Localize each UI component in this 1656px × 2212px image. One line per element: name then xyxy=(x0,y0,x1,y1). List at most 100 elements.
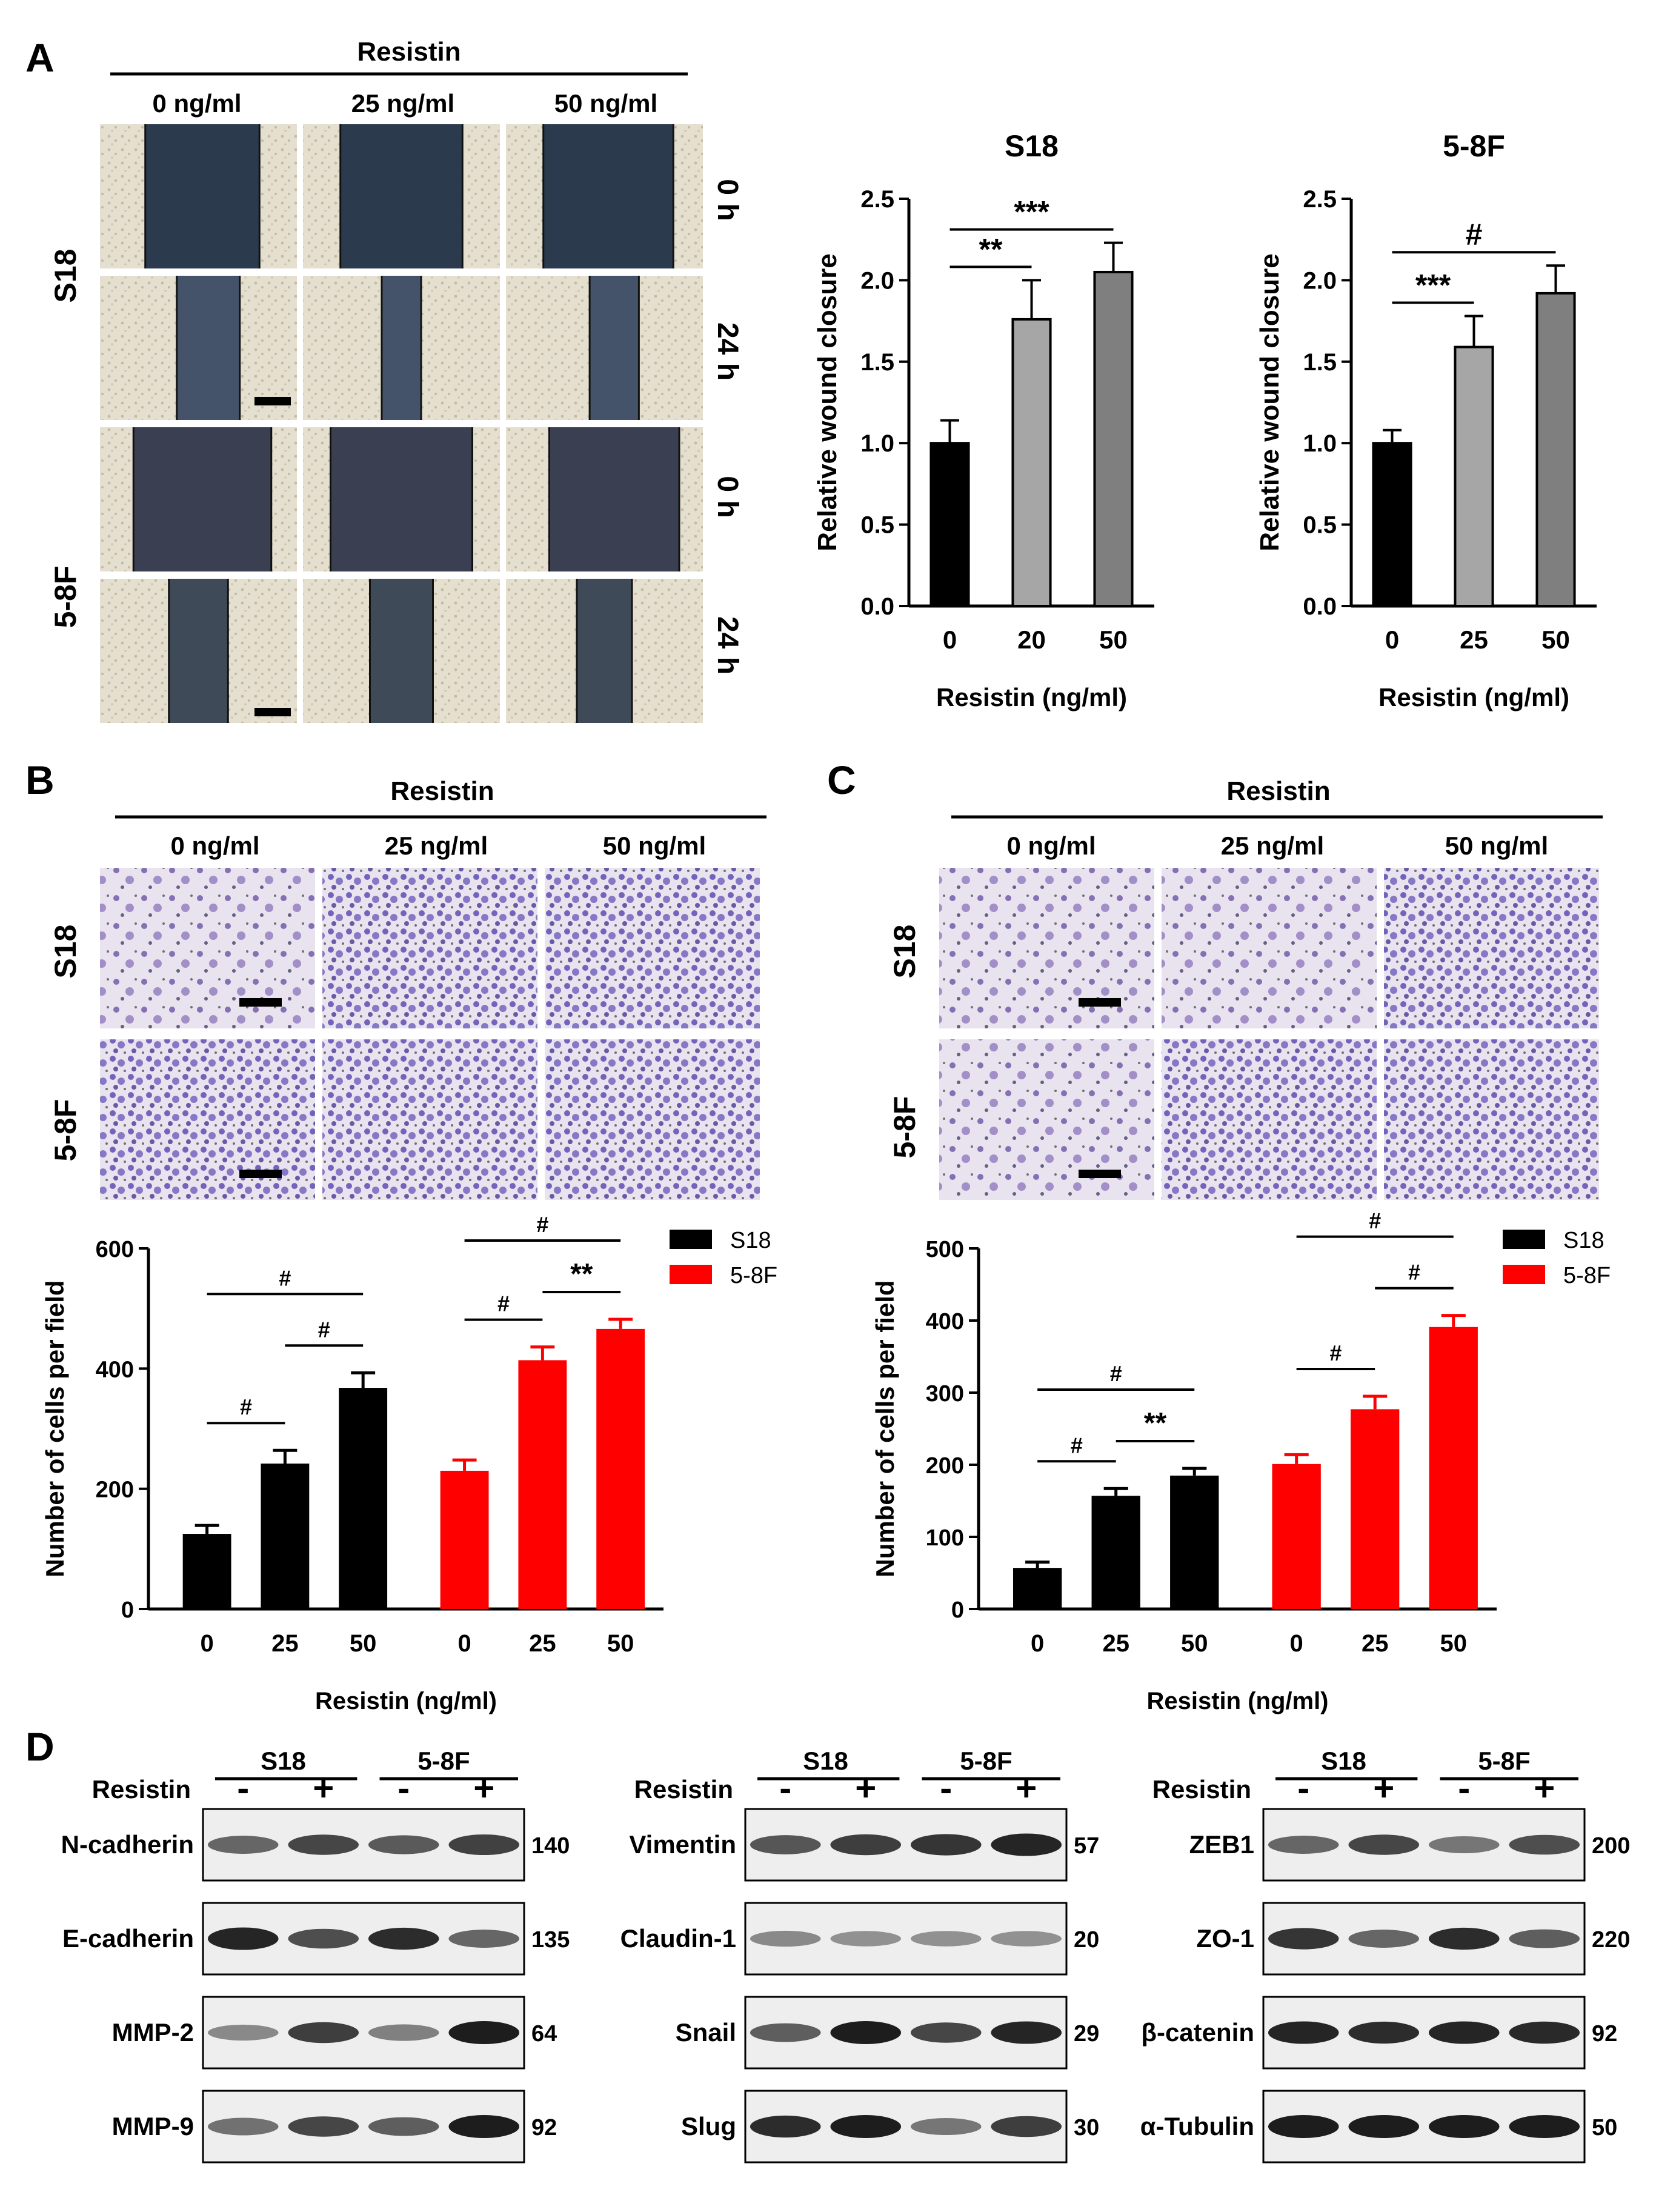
wound-gap xyxy=(330,427,473,571)
blot-treatment-sign: - xyxy=(940,1768,952,1808)
scale-bar xyxy=(239,1170,282,1178)
blot-band xyxy=(448,2021,520,2044)
y-tick-label: 200 xyxy=(96,1477,134,1503)
bar xyxy=(440,1470,489,1609)
blot-band xyxy=(1268,2021,1339,2044)
bar xyxy=(1091,1496,1140,1609)
blot-band xyxy=(1348,1834,1420,1855)
y-tick-label: 0.0 xyxy=(1303,593,1337,620)
bar xyxy=(1272,1464,1321,1609)
bar xyxy=(518,1360,567,1609)
chart-title: S18 xyxy=(1005,129,1059,163)
bar xyxy=(261,1464,310,1609)
blot-band xyxy=(368,1927,439,1950)
x-tick-label: 25 xyxy=(1362,1630,1389,1657)
western-blots: S18 5-8F Resistin - + - + N-cadherin 140 E-cadher… xyxy=(61,1747,1630,2164)
wound-gap xyxy=(549,427,679,571)
stain-image-cells xyxy=(1384,868,1599,1028)
blot-treatment-sign: + xyxy=(313,1768,334,1808)
y-axis-title: Number of cells per field xyxy=(871,1280,899,1577)
significance-label: # xyxy=(536,1212,548,1237)
bar xyxy=(1429,1327,1478,1609)
x-tick-label: 50 xyxy=(607,1630,634,1657)
blot-kda-label: 135 xyxy=(531,1927,570,1953)
scale-bar xyxy=(1079,998,1121,1007)
x-tick-label: 50 xyxy=(1440,1630,1468,1657)
row-label-a-s18: S18 xyxy=(48,249,82,303)
blot-kda-label: 20 xyxy=(1074,1927,1099,1953)
significance-label: ** xyxy=(570,1258,593,1290)
wound-gap xyxy=(133,427,271,571)
blot-cellline-label: S18 xyxy=(1321,1747,1366,1775)
significance-label: # xyxy=(497,1291,510,1316)
blot-cellline-label: 5-8F xyxy=(1478,1747,1530,1775)
blot-protein-label: β-catenin xyxy=(1141,2018,1254,2047)
stain-image-cells xyxy=(1384,1039,1599,1200)
legend-label: 5-8F xyxy=(730,1263,777,1288)
blot-band xyxy=(368,2117,439,2136)
significance-label: # xyxy=(279,1265,291,1290)
blot-band xyxy=(750,2115,821,2138)
blot-treatment-sign: - xyxy=(397,1768,410,1808)
blot-kda-label: 220 xyxy=(1592,1927,1630,1953)
blot-resistin-label: Resistin xyxy=(92,1775,191,1804)
panel-label-c: C xyxy=(827,758,856,802)
blot-treatment-sign: + xyxy=(1373,1768,1394,1808)
blot-band xyxy=(1509,2115,1580,2138)
y-tick-label: 2.5 xyxy=(860,186,894,213)
blot-protein-label: Slug xyxy=(681,2112,736,2140)
bar xyxy=(1170,1475,1219,1609)
panel-label-a: A xyxy=(25,35,55,80)
blot-band xyxy=(1428,1927,1500,1950)
blot-cellline-label: S18 xyxy=(803,1747,848,1775)
blot-treatment-sign: + xyxy=(855,1768,876,1808)
wound-gap xyxy=(176,276,240,420)
y-tick-label: 2.0 xyxy=(860,267,894,294)
x-tick-label: 25 xyxy=(1460,625,1488,654)
legend-label: 5-8F xyxy=(1563,1263,1611,1288)
blot-treatment-sign: - xyxy=(779,1768,791,1808)
x-tick-label: 0 xyxy=(1385,625,1399,654)
y-tick-label: 400 xyxy=(926,1309,964,1334)
blot-protein-label: N-cadherin xyxy=(61,1830,194,1859)
dose-label-a-0: 0 ng/ml xyxy=(152,89,241,118)
blot-band xyxy=(368,2024,439,2041)
wound-gap xyxy=(590,276,639,420)
blot-membrane xyxy=(744,1902,1068,1976)
legend-swatch xyxy=(670,1230,712,1249)
time-label-4: 24 h xyxy=(711,616,743,675)
blot-band xyxy=(910,2117,982,2136)
blot-protein-label: Snail xyxy=(676,2018,736,2047)
chart-a-s18: S18 0.0 0.5 1.0 1.5 2.0 2.5 Relative wound clos… xyxy=(813,129,1154,711)
chart-a-5-8f: 5-8F 0.0 0.5 1.0 1.5 2.0 2.5 Relative wound clo… xyxy=(1255,129,1597,711)
blot-band xyxy=(1428,2021,1500,2044)
blot-protein-label: Claudin-1 xyxy=(620,1924,736,1953)
invasion-images xyxy=(939,868,1599,1200)
legend-label: S18 xyxy=(730,1228,771,1253)
wound-gap xyxy=(382,276,421,420)
x-tick-label: 0 xyxy=(457,1630,471,1657)
y-tick-label: 300 xyxy=(926,1381,964,1407)
blot-protein-label: Vimentin xyxy=(629,1830,736,1859)
blot-band xyxy=(1348,1930,1420,1948)
stain-image-cells xyxy=(1162,1039,1377,1200)
blot-band xyxy=(750,1835,821,1854)
dose-label-b-50: 50 ng/ml xyxy=(603,831,706,860)
blot-kda-label: 30 xyxy=(1074,2115,1099,2140)
blot-band xyxy=(1428,1836,1500,1854)
row-label-c-5-8f: 5-8F xyxy=(888,1096,922,1159)
wound-gap xyxy=(145,124,260,268)
time-label-3: 0 h xyxy=(711,476,743,518)
y-tick-label: 500 xyxy=(926,1237,964,1262)
x-tick-label: 0 xyxy=(1031,1630,1044,1657)
chart-b: 0 200 400 600 Number of cells per field 0 25 50… xyxy=(41,1212,777,1714)
x-tick-label: 20 xyxy=(1017,625,1046,654)
scale-bar xyxy=(254,397,291,405)
y-axis-title: Number of cells per field xyxy=(41,1280,69,1577)
blot-band xyxy=(448,2115,520,2138)
blot-cellline-label: S18 xyxy=(261,1747,306,1775)
blot-band xyxy=(288,1834,359,1855)
legend-swatch xyxy=(670,1265,712,1284)
significance-label: *** xyxy=(1415,268,1451,302)
x-tick-label: 25 xyxy=(271,1630,299,1657)
